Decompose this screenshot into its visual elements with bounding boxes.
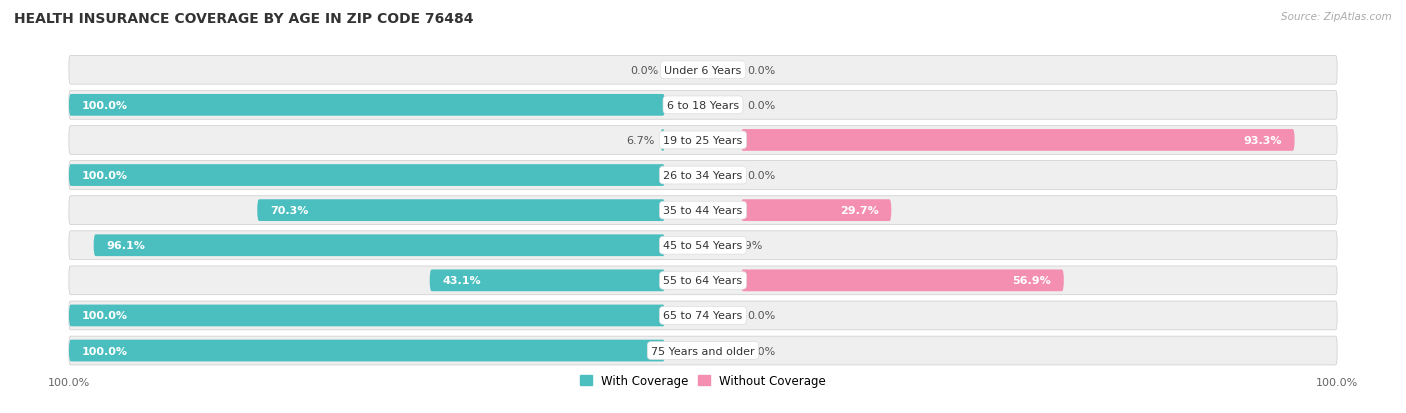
Text: 29.7%: 29.7% [839,206,879,216]
FancyBboxPatch shape [69,126,1337,155]
Text: 0.0%: 0.0% [748,171,776,180]
FancyBboxPatch shape [257,200,665,221]
FancyBboxPatch shape [69,231,1337,260]
Text: 0.0%: 0.0% [630,66,658,76]
FancyBboxPatch shape [69,340,665,361]
Text: 35 to 44 Years: 35 to 44 Years [664,206,742,216]
Text: 96.1%: 96.1% [107,241,145,251]
Text: 100.0%: 100.0% [82,346,128,356]
Text: Under 6 Years: Under 6 Years [665,66,741,76]
Text: 55 to 64 Years: 55 to 64 Years [664,275,742,286]
Text: 65 to 74 Years: 65 to 74 Years [664,311,742,320]
Text: 100.0%: 100.0% [82,311,128,320]
FancyBboxPatch shape [94,235,665,256]
Text: 43.1%: 43.1% [443,275,481,286]
Text: 45 to 54 Years: 45 to 54 Years [664,241,742,251]
Text: 26 to 34 Years: 26 to 34 Years [664,171,742,180]
Text: 100.0%: 100.0% [82,171,128,180]
FancyBboxPatch shape [69,161,1337,190]
FancyBboxPatch shape [69,336,1337,365]
Text: 56.9%: 56.9% [1012,275,1052,286]
FancyBboxPatch shape [69,266,1337,295]
FancyBboxPatch shape [69,165,665,186]
FancyBboxPatch shape [69,196,1337,225]
Text: 70.3%: 70.3% [270,206,308,216]
FancyBboxPatch shape [741,270,1064,292]
Text: 0.0%: 0.0% [748,101,776,111]
Text: 75 Years and older: 75 Years and older [651,346,755,356]
Text: 0.0%: 0.0% [748,66,776,76]
FancyBboxPatch shape [69,91,1337,120]
Text: 93.3%: 93.3% [1243,135,1282,146]
FancyBboxPatch shape [69,301,1337,330]
Text: 0.0%: 0.0% [748,311,776,320]
Text: 3.9%: 3.9% [734,241,762,251]
FancyBboxPatch shape [430,270,665,292]
FancyBboxPatch shape [69,95,665,116]
Text: 19 to 25 Years: 19 to 25 Years [664,135,742,146]
FancyBboxPatch shape [69,56,1337,85]
FancyBboxPatch shape [69,305,665,327]
Legend: With Coverage, Without Coverage: With Coverage, Without Coverage [575,369,831,392]
Text: 100.0%: 100.0% [82,101,128,111]
FancyBboxPatch shape [661,130,665,152]
FancyBboxPatch shape [741,130,1295,152]
FancyBboxPatch shape [741,200,891,221]
Text: 6 to 18 Years: 6 to 18 Years [666,101,740,111]
Text: HEALTH INSURANCE COVERAGE BY AGE IN ZIP CODE 76484: HEALTH INSURANCE COVERAGE BY AGE IN ZIP … [14,12,474,26]
Text: 6.7%: 6.7% [626,135,654,146]
Text: 0.0%: 0.0% [748,346,776,356]
Text: Source: ZipAtlas.com: Source: ZipAtlas.com [1281,12,1392,22]
